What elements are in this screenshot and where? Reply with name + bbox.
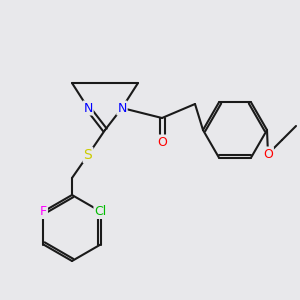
Text: N: N <box>83 101 93 115</box>
Text: F: F <box>40 205 47 218</box>
Text: O: O <box>157 136 167 148</box>
Text: O: O <box>263 148 273 160</box>
Text: N: N <box>117 101 127 115</box>
Text: S: S <box>84 148 92 162</box>
Text: Cl: Cl <box>94 205 107 218</box>
